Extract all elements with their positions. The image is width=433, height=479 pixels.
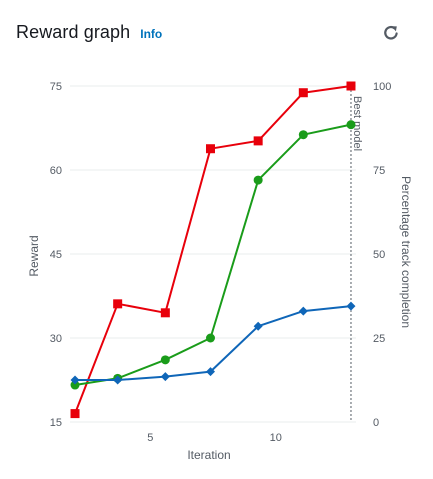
y2-tick-label: 100 [373,81,391,93]
data-point-square [298,88,308,98]
y-tick-label: 15 [50,417,62,429]
axis-layer: 15 30 45 60 75 0 25 50 75 100 5 10 [50,81,392,444]
y-tick-label: 30 [50,333,62,345]
data-point-diamond [160,372,170,382]
y2-tick-label: 75 [373,165,385,177]
y2-tick-label: 50 [373,249,385,261]
series-line-diamond [75,305,352,381]
y-tick-label: 45 [50,249,62,261]
y-axis-title: Reward [27,235,41,276]
data-point-circle [160,355,170,365]
x-axis-title: Iteration [187,448,230,462]
refresh-icon [384,25,398,40]
data-point-diamond [346,301,356,311]
data-point-circle [346,120,356,130]
data-point-square [205,144,215,154]
data-point-diamond [70,375,80,385]
data-point-square [253,136,263,146]
refresh-button[interactable] [378,20,404,46]
data-point-square [70,409,80,419]
x-tick-label: 5 [147,432,153,444]
data-point-square [346,81,356,91]
data-point-diamond [205,367,215,377]
y2-axis-title: Percentage track completion [399,176,413,328]
data-point-circle [253,175,263,185]
grid-layer [70,85,356,423]
y2-tick-label: 25 [373,333,385,345]
chart-title: Reward graph [16,22,131,42]
data-point-diamond [113,375,123,385]
best-model-label: Best model [351,96,363,151]
series-line-circle [74,123,352,386]
annotation-layer: Best model [350,82,363,422]
series-line-square [74,85,352,414]
y-tick-label: 60 [50,165,62,177]
data-point-circle [298,130,308,140]
chart-header: Reward graph Info [16,22,162,43]
data-point-diamond [298,306,308,316]
data-point-square [160,308,170,318]
y2-tick-label: 0 [373,417,379,429]
data-point-circle [205,333,215,343]
info-link[interactable]: Info [140,27,163,41]
x-tick-label: 10 [270,432,282,444]
y-tick-label: 75 [50,81,62,93]
data-point-square [113,299,123,309]
series-layer [70,81,356,419]
data-point-diamond [253,321,263,331]
data-point-circle [70,380,80,390]
